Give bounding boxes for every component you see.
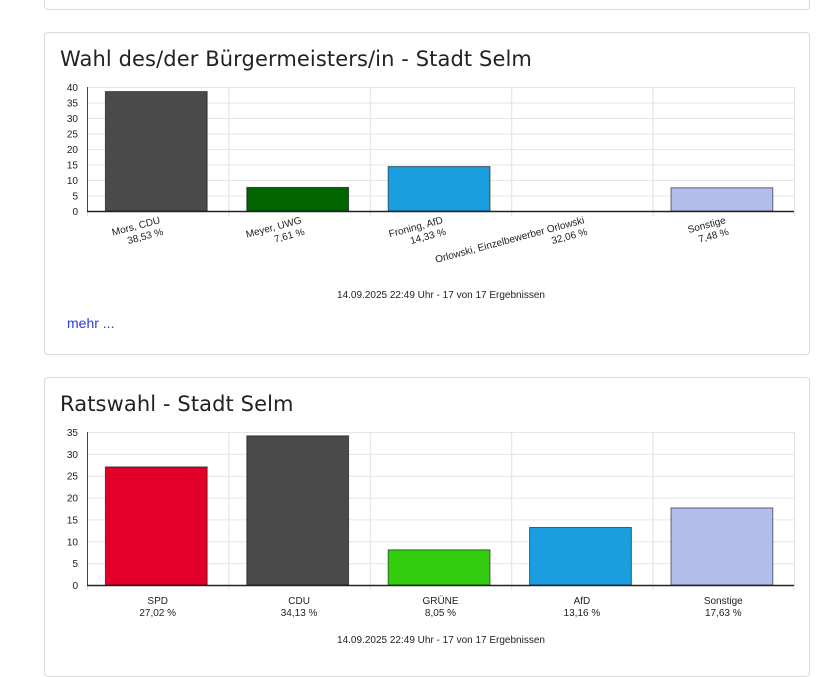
category-label: GRÜNE	[422, 595, 458, 607]
bar	[670, 187, 774, 212]
y-tick-label: 5	[72, 192, 78, 203]
value-label: 34,13 %	[281, 608, 318, 619]
y-tick-label: 15	[67, 515, 79, 526]
y-tick-label: 20	[67, 145, 79, 156]
result-timestamp: 14.09.2025 22:49 Uhr - 17 von 17 Ergebni…	[337, 635, 545, 646]
bar	[104, 466, 208, 586]
mayor-election-card: Wahl des/der Bürgermeisters/in - Stadt S…	[44, 32, 810, 355]
bar	[529, 526, 632, 586]
council-election-card: Ratswahl - Stadt Selm 0 5 10 15 20 25 30 35 SPD 2…	[44, 377, 810, 677]
y-tick-label: 10	[67, 176, 79, 187]
value-label: 13,16 %	[564, 608, 601, 619]
more-link[interactable]: mehr ...	[67, 315, 115, 331]
bar	[387, 166, 491, 212]
y-tick-label: 35	[67, 99, 79, 110]
card-title: Ratswahl - Stadt Selm	[60, 392, 294, 416]
card-title: Wahl des/der Bürgermeisters/in - Stadt S…	[60, 47, 532, 71]
bar	[246, 435, 350, 586]
y-tick-label: 25	[67, 472, 79, 483]
previous-card	[44, 0, 810, 10]
category-label: CDU	[288, 596, 310, 607]
value-label: 17,63 %	[705, 608, 742, 619]
y-tick-label: 15	[67, 161, 79, 172]
y-tick-label: 20	[67, 494, 79, 505]
y-tick-label: 30	[67, 450, 79, 461]
y-tick-label: 0	[72, 207, 78, 218]
y-tick-label: 35	[67, 428, 79, 439]
y-tick-label: 5	[72, 559, 78, 570]
category-label: SPD	[147, 596, 168, 607]
result-timestamp: 14.09.2025 22:49 Uhr - 17 von 17 Ergebni…	[337, 290, 545, 301]
y-tick-label: 40	[67, 83, 79, 94]
y-tick-label: 10	[67, 537, 79, 548]
bar	[246, 186, 350, 212]
bar	[387, 549, 491, 586]
value-label: 27,02 %	[139, 608, 176, 619]
y-tick-label: 30	[67, 114, 79, 125]
value-label: 8,05 %	[425, 608, 456, 619]
category-label: Sonstige	[704, 596, 743, 607]
bar	[670, 507, 774, 586]
category-label: AfD	[574, 596, 591, 607]
y-tick-label: 25	[67, 130, 79, 141]
y-tick-label: 0	[72, 581, 78, 592]
bar	[104, 91, 208, 212]
